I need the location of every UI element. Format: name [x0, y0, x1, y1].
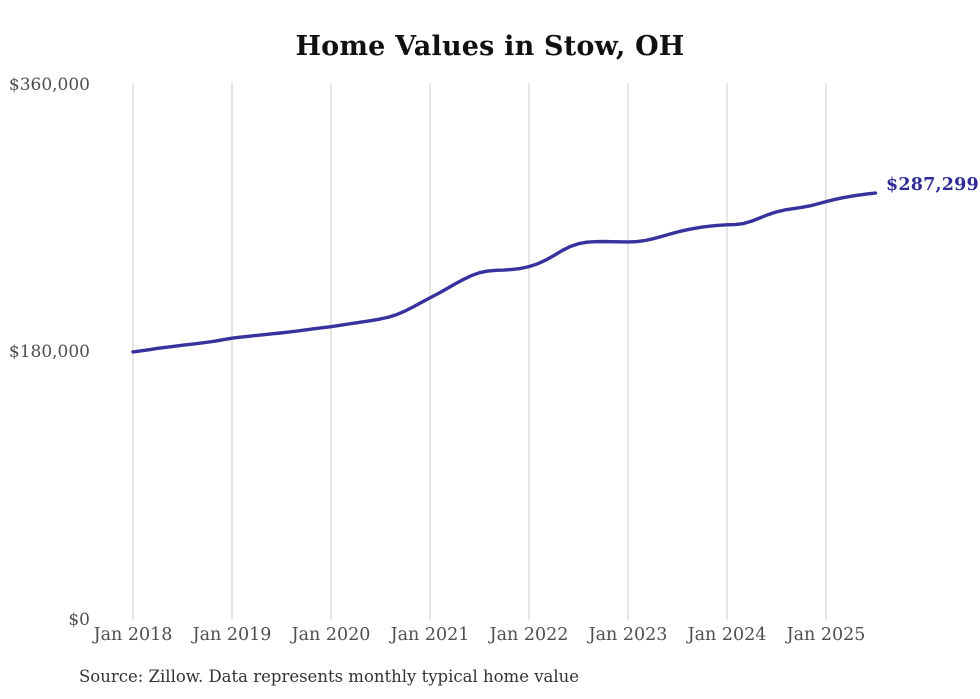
- x-axis-tick-jan-2025: Jan 2025: [786, 625, 866, 645]
- x-axis-tick-jan-2018: Jan 2018: [93, 625, 173, 645]
- chart-title: Home Values in Stow, OH: [295, 31, 685, 62]
- x-axis-tick-jan-2024: Jan 2024: [687, 625, 767, 645]
- x-axis-tick-jan-2023: Jan 2023: [588, 625, 668, 645]
- y-axis-tick-360000: $360,000: [8, 75, 90, 95]
- home-value-line: [131, 191, 878, 354]
- x-axis-tick-jan-2021: Jan 2021: [390, 625, 470, 645]
- y-axis-tick-0: $0: [68, 610, 90, 630]
- source-note: Source: Zillow. Data represents monthly …: [79, 667, 580, 686]
- latest-value-label: $287,299: [886, 175, 979, 195]
- vertical-gridlines: [132, 83, 827, 620]
- x-axis-tick-jan-2022: Jan 2022: [489, 625, 569, 645]
- y-axis-tick-180000: $180,000: [8, 342, 90, 362]
- x-axis-tick-jan-2020: Jan 2020: [291, 625, 371, 645]
- x-axis-tick-jan-2019: Jan 2019: [192, 625, 272, 645]
